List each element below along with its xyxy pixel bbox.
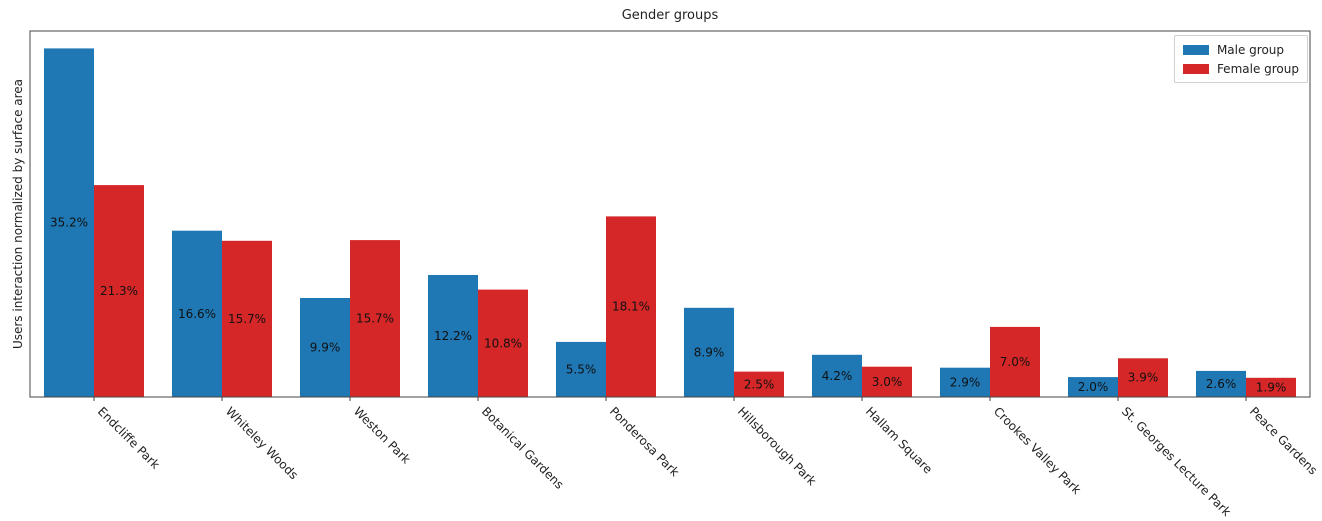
bar-male-5 [684, 307, 734, 397]
legend-swatch-male [1182, 44, 1209, 55]
x-tick-label-5: Hillsborough Park [735, 404, 819, 488]
bar-female-7 [990, 326, 1040, 397]
bar-label-male-1: 16.6% [178, 307, 216, 321]
bar-label-male-4: 5.5% [566, 363, 597, 377]
bar-female-2 [350, 240, 400, 397]
bar-label-female-6: 3.0% [872, 375, 903, 389]
x-tick-label-7: Crookes Valley Park [991, 404, 1084, 497]
legend: Male group Female group [1173, 35, 1308, 83]
bar-female-0 [94, 185, 144, 397]
bars-group [44, 48, 1296, 398]
bar-label-male-3: 12.2% [434, 329, 472, 343]
bar-label-female-1: 15.7% [228, 312, 266, 326]
bar-female-3 [478, 289, 528, 397]
chart-title: Gender groups [621, 8, 719, 23]
bar-male-9 [1196, 370, 1246, 397]
bar-male-1 [172, 230, 222, 397]
x-tick-label-6: Hallam Square [863, 404, 935, 476]
x-tick-label-9: Peace Gardens [1247, 404, 1320, 477]
bar-female-8 [1118, 358, 1168, 397]
bar-label-female-2: 15.7% [356, 312, 394, 326]
bar-female-9 [1246, 377, 1296, 397]
bar-male-4 [556, 341, 606, 397]
plot-frame [29, 30, 1311, 398]
bar-male-8 [1068, 377, 1118, 397]
legend-label-female: Female group [1216, 61, 1299, 76]
x-tick-label-3: Botanical Gardens [479, 404, 567, 492]
bar-label-female-8: 3.9% [1128, 371, 1159, 385]
legend-label-male: Male group [1216, 42, 1285, 57]
legend-item-female: Female group [1182, 59, 1299, 78]
bar-label-female-3: 10.8% [484, 336, 522, 350]
bar-label-female-5: 2.5% [744, 377, 775, 391]
legend-item-male: Male group [1182, 40, 1299, 59]
x-tick-label-0: Endcliffe Park [95, 404, 163, 472]
bar-label-male-9: 2.6% [1206, 377, 1237, 391]
bar-label-male-5: 8.9% [694, 345, 725, 359]
bar-label-female-0: 21.3% [100, 284, 138, 298]
bar-label-female-7: 7.0% [1000, 355, 1031, 369]
bar-female-4 [606, 216, 656, 397]
bar-label-male-7: 2.9% [950, 375, 981, 389]
bar-label-male-0: 35.2% [50, 216, 88, 230]
x-tick-label-2: Weston Park [351, 404, 413, 466]
bar-male-3 [428, 275, 478, 397]
bar-labels-group: 35.2% 21.3% 16.6% 15.7% 9.9% 15.7% 12.2% 10.8% 5… [50, 216, 1286, 395]
bar-label-male-2: 9.9% [310, 341, 341, 355]
x-tick-label-1: Whiteley Woods [223, 404, 301, 482]
bar-female-1 [222, 240, 272, 397]
bar-label-female-4: 18.1% [612, 300, 650, 314]
bar-female-5 [734, 371, 784, 397]
x-tick-label-4: Ponderosa Park [607, 404, 682, 479]
x-ticks-group: Endcliffe Park Whiteley Woods Weston Park B… [93, 397, 1320, 519]
bar-male-7 [940, 367, 990, 397]
bar-label-female-9: 1.9% [1256, 380, 1287, 394]
legend-swatch-female [1182, 63, 1209, 74]
bar-label-male-8: 2.0% [1078, 380, 1109, 394]
bar-male-0 [44, 48, 94, 398]
x-tick-label-8: St. Georges Lecture Park [1119, 404, 1234, 519]
bar-female-6 [862, 366, 912, 397]
bar-male-2 [300, 298, 350, 397]
bar-label-male-6: 4.2% [822, 369, 853, 383]
bar-male-6 [812, 354, 862, 397]
